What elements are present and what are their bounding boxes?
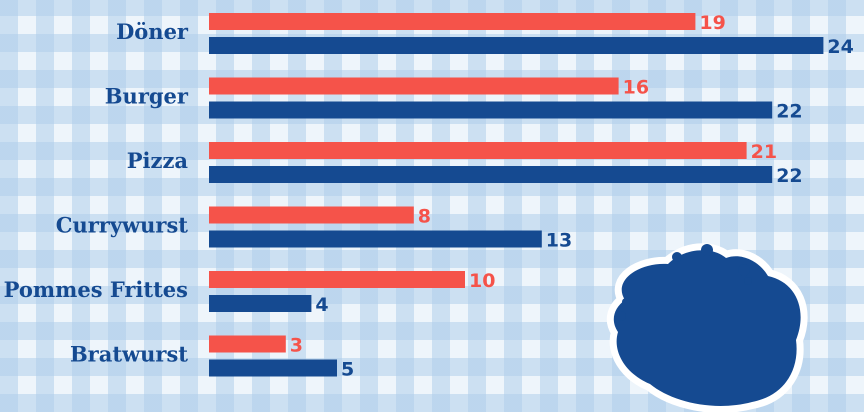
- category-label: Currywurst: [56, 213, 189, 238]
- category-label: Döner: [116, 19, 189, 44]
- data-label: 21: [751, 141, 777, 163]
- data-label: 8: [418, 206, 431, 228]
- category-label: Pommes Frittes: [4, 277, 188, 302]
- data-label: 22: [776, 165, 802, 187]
- bar: [209, 101, 773, 119]
- category-label: Burger: [105, 84, 189, 109]
- data-label: 13: [546, 230, 572, 252]
- bar: [209, 230, 542, 248]
- bar: [209, 37, 824, 54]
- data-label: 3: [290, 335, 303, 357]
- bar: [209, 335, 286, 353]
- bar: [209, 206, 414, 224]
- bar: [209, 359, 337, 377]
- data-label: 22: [776, 101, 802, 123]
- bar: [209, 13, 696, 30]
- bars-layer: [209, 13, 824, 377]
- data-label: 19: [699, 12, 725, 34]
- dish-food-icon: [606, 243, 808, 412]
- bar: [209, 295, 312, 312]
- category-label: Pizza: [127, 148, 189, 173]
- category-label: Bratwurst: [70, 342, 188, 367]
- data-label: 16: [623, 77, 649, 99]
- bar: [209, 77, 619, 95]
- data-label: 24: [827, 36, 853, 58]
- bar: [209, 271, 465, 288]
- bar: [209, 142, 747, 159]
- data-label: 5: [341, 359, 354, 381]
- bar: [209, 166, 773, 183]
- data-label: 10: [469, 270, 495, 292]
- data-label: 4: [315, 294, 328, 316]
